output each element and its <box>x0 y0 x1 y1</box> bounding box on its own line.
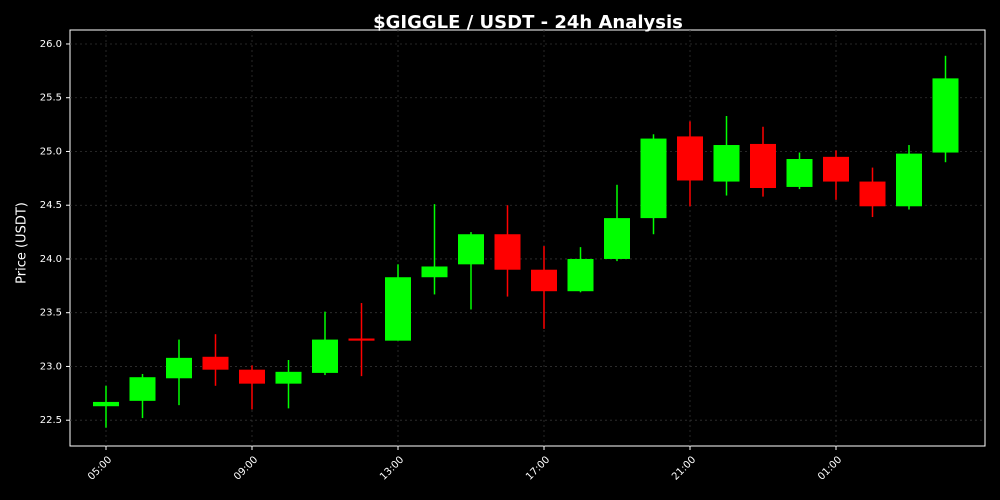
candle-body <box>786 158 813 187</box>
x-tick-label: 21:00 <box>670 454 698 482</box>
candle-body <box>202 356 229 370</box>
candle-body <box>166 357 192 379</box>
x-tick-label: 09:00 <box>232 454 260 482</box>
plot-frame <box>69 29 986 447</box>
x-tick-label: 01:00 <box>816 454 844 482</box>
x-tick-label: 17:00 <box>524 454 552 482</box>
candle-body <box>932 78 959 153</box>
candle-body <box>348 338 375 341</box>
candle-body <box>859 181 886 207</box>
y-tick-label: 25.5 <box>40 93 62 104</box>
candle-body <box>896 153 922 207</box>
candle-body <box>531 269 557 292</box>
candle-body <box>677 136 703 181</box>
y-tick-label: 22.5 <box>40 415 62 426</box>
candle-body <box>93 401 119 407</box>
candle-body <box>239 369 265 384</box>
candle-body <box>750 143 776 189</box>
candle-body <box>494 234 521 270</box>
y-tick-label: 23.5 <box>40 308 62 319</box>
y-axis-label: Price (USDT) <box>15 202 30 284</box>
x-tick-label: 05:00 <box>86 454 114 482</box>
candle-body <box>823 156 849 182</box>
candle-body <box>275 371 302 384</box>
y-tick-label: 26.0 <box>40 39 62 50</box>
y-tick-label: 24.0 <box>40 254 62 265</box>
candle-body <box>385 277 411 341</box>
y-tick-label: 24.5 <box>40 200 62 211</box>
candle-body <box>567 258 594 292</box>
candle-body <box>604 218 630 259</box>
y-tick-label: 23.0 <box>40 361 62 372</box>
candle-body <box>312 339 338 373</box>
x-tick-label: 13:00 <box>378 454 406 482</box>
candle-body <box>421 266 448 278</box>
y-tick-label: 25.0 <box>40 146 62 157</box>
candle-body <box>713 145 740 182</box>
candle-body <box>640 138 667 219</box>
candle-body <box>458 234 484 265</box>
candle-body <box>129 377 156 401</box>
chart-title: $GIGGLE / USDT - 24h Analysis <box>373 12 683 33</box>
